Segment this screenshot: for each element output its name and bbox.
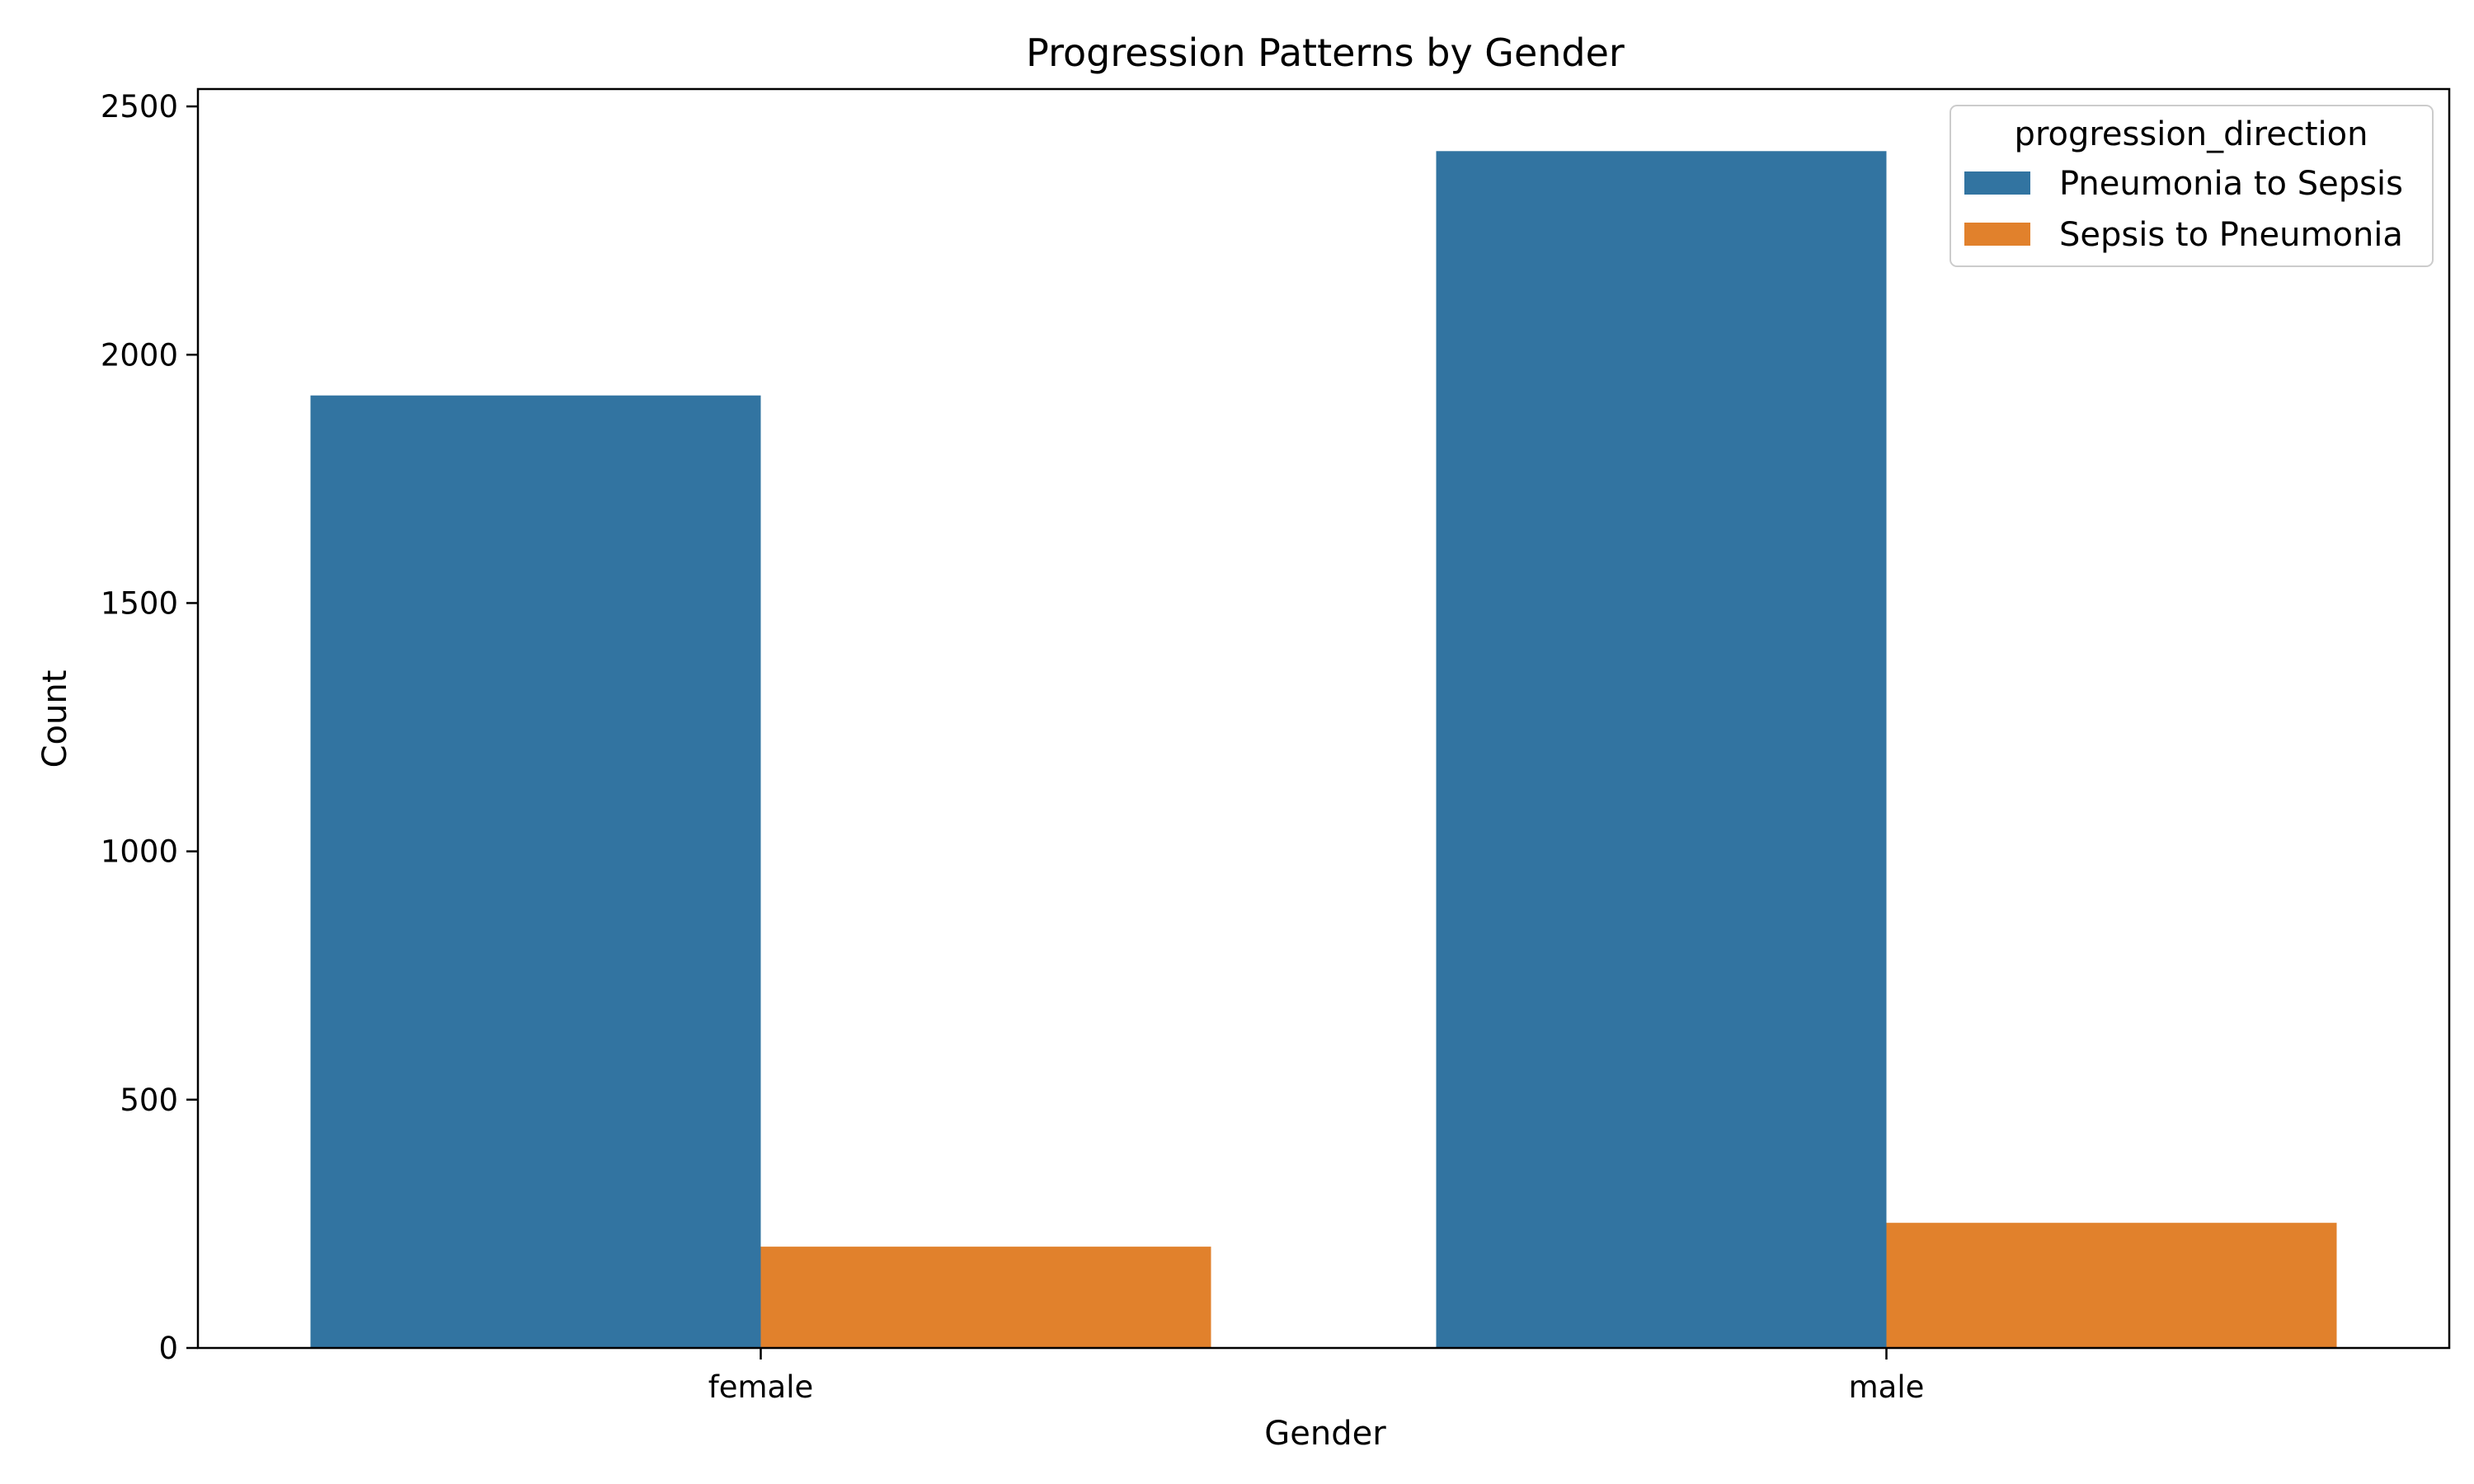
legend-swatch-sepsis-to-pneumonia [1964,223,2030,246]
y-tick-label: 2000 [101,337,178,373]
y-tick-label: 1500 [101,585,178,621]
x-axis: female male [708,1348,1925,1405]
plot-frame [196,87,2451,1350]
x-tick-label-male: male [1849,1369,1925,1405]
y-axis: 0 500 1000 1500 2000 2500 [101,89,198,1366]
y-tick-label: 2500 [101,89,178,124]
bar-female-pneumonia-to-sepsis [310,395,761,1348]
y-tick-label: 1000 [101,834,178,870]
legend-swatch-pneumonia-to-sepsis [1964,171,2030,195]
y-tick-label: 0 [158,1331,178,1366]
bars-group [310,151,2337,1348]
y-tick-label: 500 [120,1082,178,1118]
legend-title: progression_direction [2015,115,2368,153]
legend-frame [1950,105,2434,267]
legend-label-pneumonia-to-sepsis: Pneumonia to Sepsis [2059,165,2403,203]
chart-title: Progression Patterns by Gender [1026,31,1625,75]
legend: progression_direction Pneumonia to Sepsi… [1950,105,2434,267]
bar-male-sepsis-to-pneumonia [1886,1223,2337,1348]
x-axis-label: Gender [1264,1415,1386,1453]
legend-label-sepsis-to-pneumonia: Sepsis to Pneumonia [2059,216,2403,254]
bar-male-pneumonia-to-sepsis [1436,151,1887,1348]
x-tick-label-female: female [708,1369,814,1405]
bar-female-sepsis-to-pneumonia [760,1247,1211,1348]
y-axis-label: Count [36,670,74,768]
